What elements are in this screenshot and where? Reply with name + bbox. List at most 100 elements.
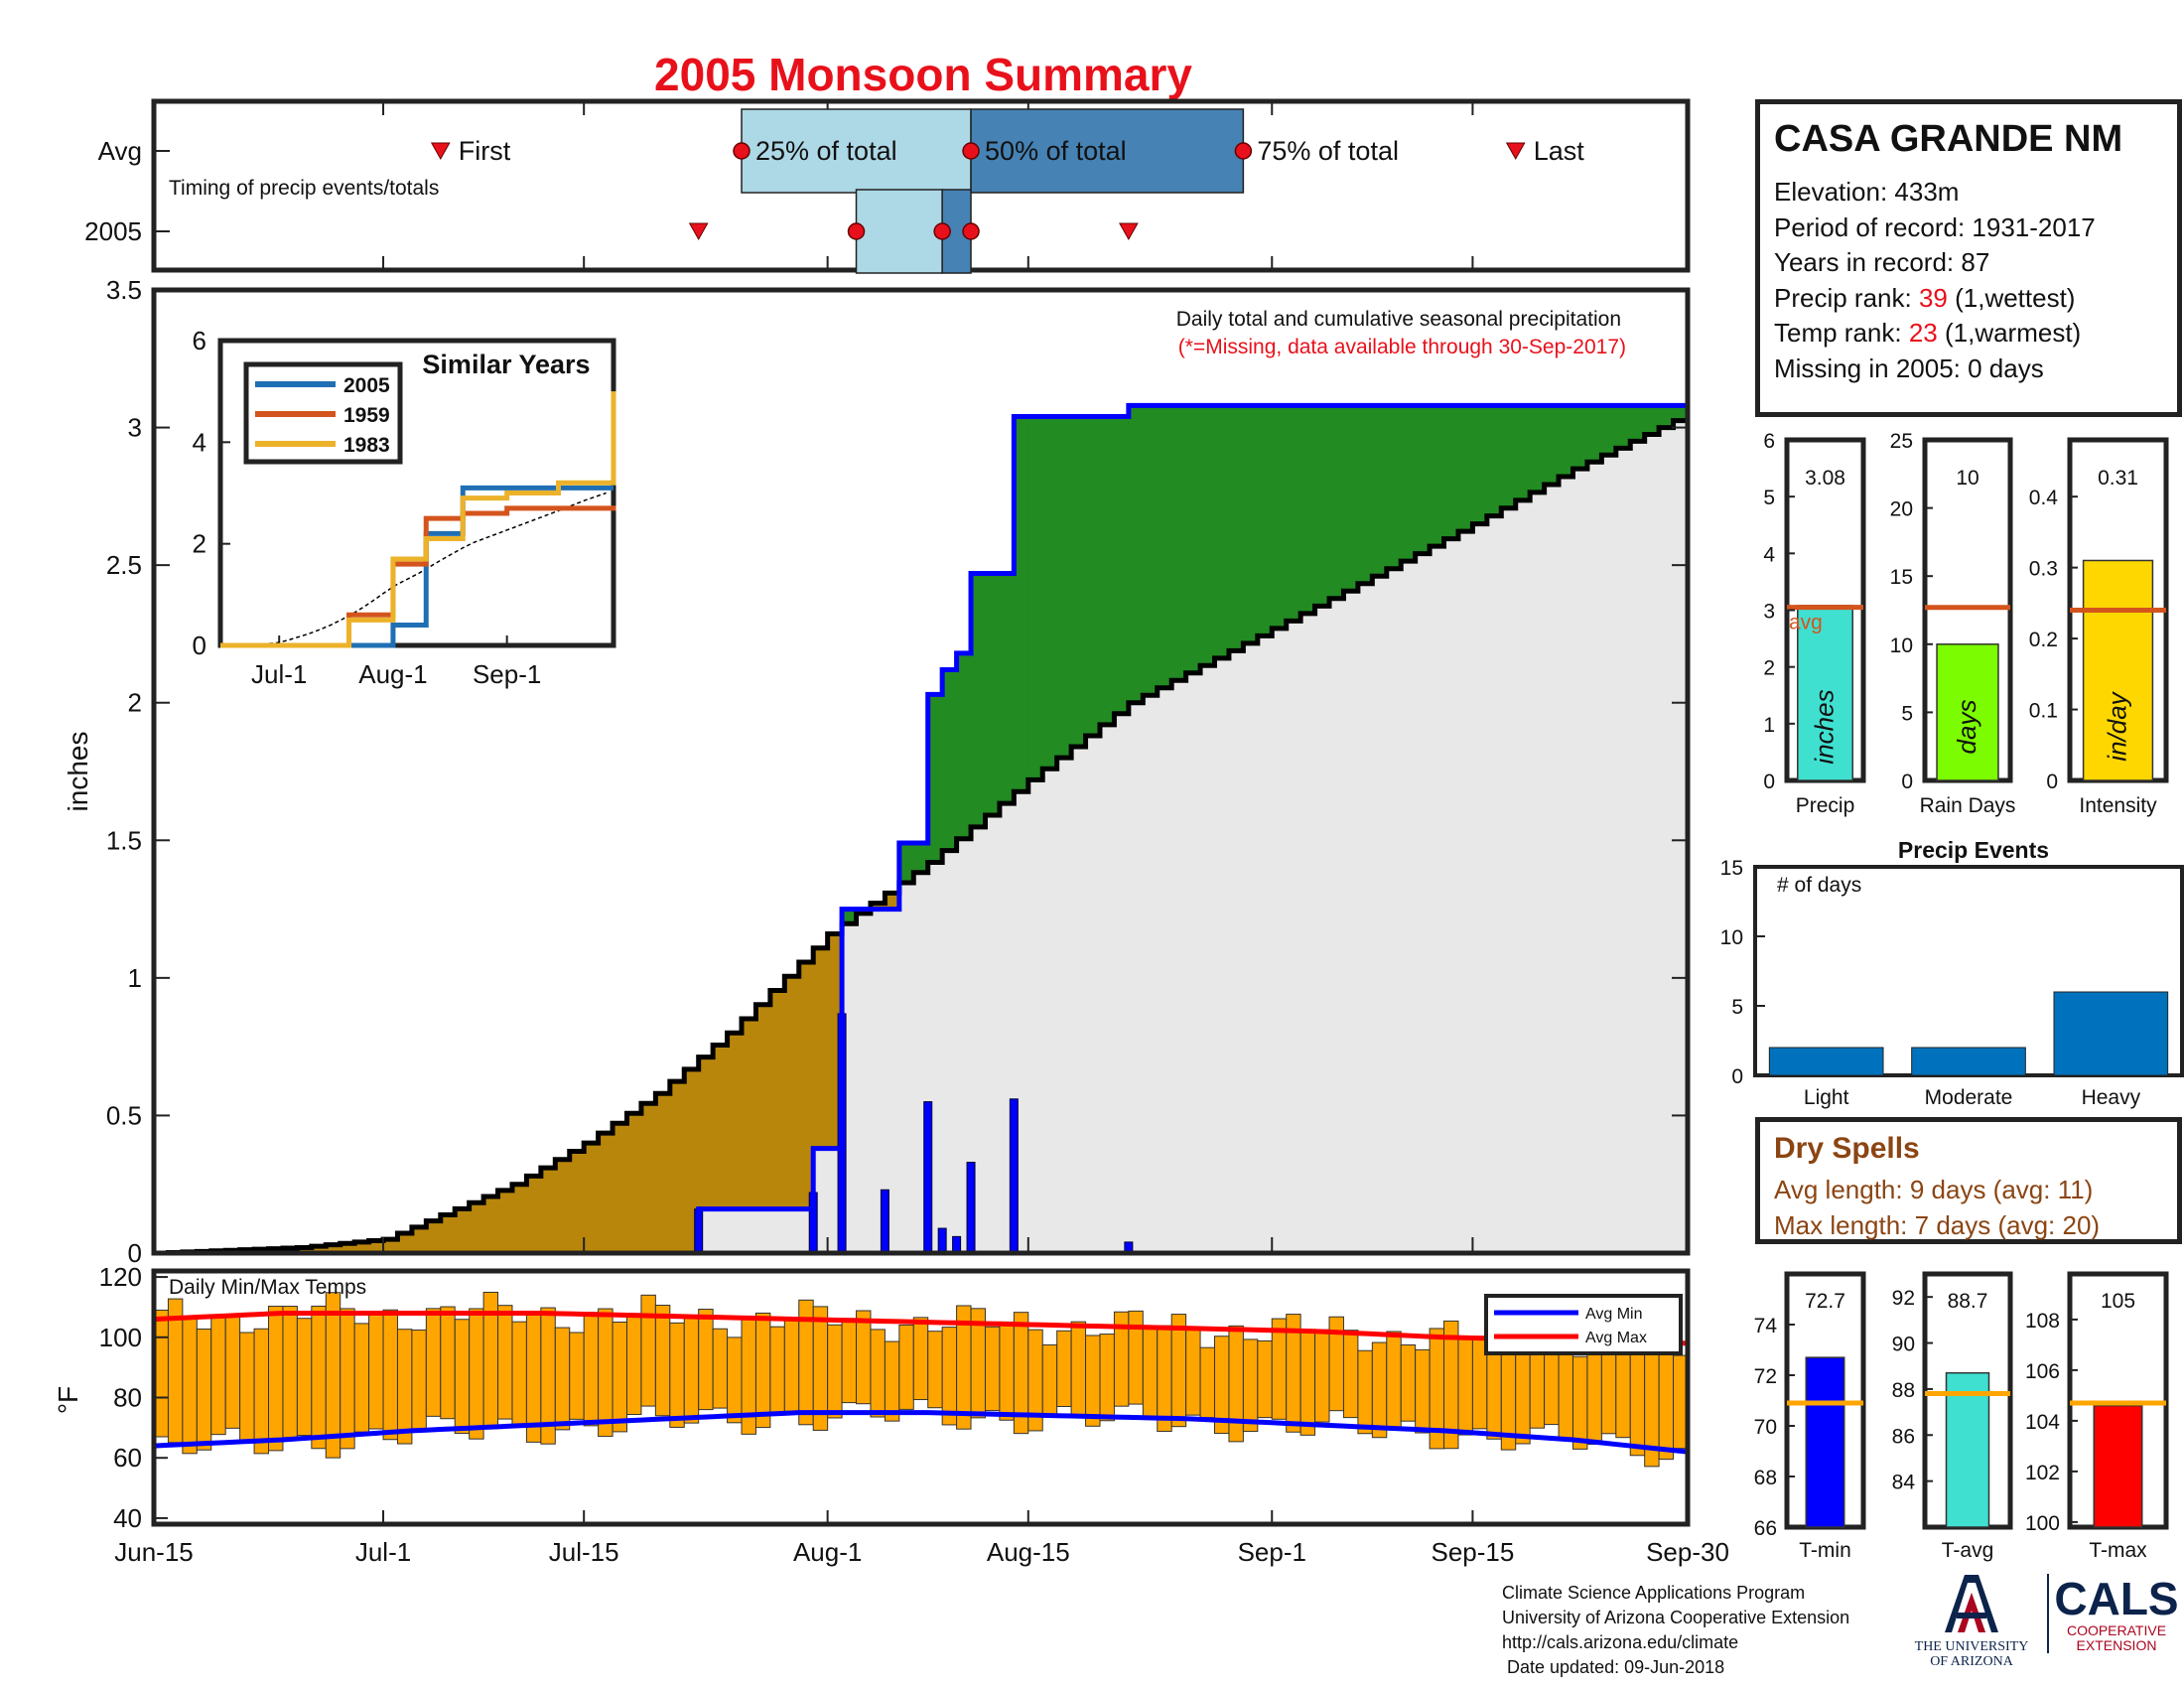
surplus-area-segment bbox=[1401, 405, 1417, 562]
temp-mini-value-label: 72.7 bbox=[1805, 1290, 1845, 1313]
inset-legend-label: 1959 bbox=[343, 404, 390, 427]
daily-temp-bar bbox=[625, 1313, 642, 1416]
daily-temp-bar bbox=[1629, 1340, 1646, 1457]
mini-ytick-label: 0.2 bbox=[2029, 629, 2058, 651]
timing-2005-75-marker bbox=[962, 222, 980, 240]
daily-temp-bar bbox=[1314, 1329, 1330, 1423]
daily-temp-bar bbox=[1085, 1335, 1101, 1427]
cals-subtitle: COOPERATIVE EXTENSION bbox=[2066, 1622, 2167, 1653]
station-elevation: Elevation: 433m bbox=[1774, 177, 1960, 207]
daily-temp-bar bbox=[296, 1318, 313, 1437]
deficit-area-segment bbox=[368, 1240, 384, 1253]
daily-temp-bar bbox=[1386, 1331, 1402, 1428]
surplus-area-segment bbox=[1014, 416, 1029, 792]
surplus-area-segment bbox=[1586, 405, 1602, 463]
mini-ytick-label: 10 bbox=[1890, 634, 1913, 657]
deficit-area-segment bbox=[742, 1019, 756, 1209]
surplus-area-segment bbox=[1314, 405, 1330, 607]
daily-precip-bar bbox=[1009, 1098, 1019, 1254]
surplus-area-segment bbox=[1099, 416, 1115, 725]
station-period: Period of record: 1931-2017 bbox=[1774, 211, 2096, 242]
daily-temp-bar bbox=[870, 1329, 886, 1418]
daily-temp-bar bbox=[253, 1328, 270, 1455]
temp-T-max-bar bbox=[2093, 1404, 2143, 1528]
mini-category-label: Intensity bbox=[2079, 794, 2157, 817]
temps-legend-frame bbox=[1484, 1294, 1683, 1355]
mini-category-label: Precip bbox=[1796, 794, 1855, 817]
temps-ytick-label: 100 bbox=[99, 1323, 142, 1352]
daily-temp-bar bbox=[1242, 1338, 1259, 1433]
surplus-area-segment bbox=[956, 652, 972, 839]
temp-mini-ytick-label: 100 bbox=[2025, 1512, 2060, 1535]
mini-ytick-label: 25 bbox=[1890, 430, 1913, 453]
daily-temp-bar bbox=[368, 1312, 384, 1430]
surplus-area-segment bbox=[1272, 405, 1288, 629]
date-xtick-label: Aug-1 bbox=[793, 1537, 862, 1567]
deficit-area-segment bbox=[655, 1093, 671, 1253]
mini-ytick-label: 0.1 bbox=[2029, 700, 2058, 723]
surplus-area-segment bbox=[1530, 405, 1546, 492]
timing-label-50: 50% of total bbox=[985, 136, 1127, 166]
timing-2005-first-marker bbox=[688, 222, 709, 241]
temp-mini-ytick-label: 84 bbox=[1892, 1472, 1916, 1494]
daily-temp-bar bbox=[612, 1321, 627, 1433]
inset-line-1983 bbox=[220, 391, 616, 648]
temp-mini-category-label: T-min bbox=[1799, 1539, 1851, 1562]
daily-temp-bar bbox=[497, 1305, 513, 1420]
inset-xtick-label: Aug-1 bbox=[358, 659, 427, 689]
date-xtick-label: Jun-15 bbox=[114, 1537, 194, 1567]
surplus-area-segment bbox=[1501, 405, 1517, 508]
temps-ytick-label: 40 bbox=[113, 1503, 142, 1533]
mini-unit-label: inches bbox=[1810, 689, 1840, 764]
temp-mini-ytick-label: 108 bbox=[2025, 1310, 2060, 1333]
temp-mini-ytick-label: 72 bbox=[1754, 1365, 1777, 1388]
daily-temp-bar bbox=[353, 1323, 370, 1433]
temps-ytick-label: 80 bbox=[113, 1383, 142, 1413]
temp-mini-ytick-label: 106 bbox=[2025, 1360, 2060, 1383]
surplus-area-segment bbox=[913, 843, 929, 873]
precip-events-ylabel: # of days bbox=[1777, 874, 1861, 897]
surplus-area-segment bbox=[942, 669, 958, 851]
surplus-area-segment bbox=[1143, 405, 1159, 696]
deficit-area-segment bbox=[584, 1143, 600, 1253]
legend-avg-min-label: Avg Min bbox=[1585, 1306, 1643, 1323]
surplus-area-segment bbox=[1644, 405, 1660, 435]
station-temp-rank: Temp rank: 23 (1,warmest) bbox=[1774, 318, 2082, 348]
precip-events-category-label: Light bbox=[1804, 1086, 1849, 1109]
daily-temp-bar bbox=[340, 1308, 355, 1450]
surplus-area-segment bbox=[1114, 416, 1130, 714]
mini-ytick-label: 3 bbox=[1763, 601, 1775, 624]
avg-min-temp-line bbox=[153, 1410, 1689, 1455]
mini-Rain Days-bar bbox=[1936, 643, 1999, 781]
daily-temp-bar bbox=[1157, 1325, 1172, 1433]
surplus-area-segment bbox=[1157, 405, 1172, 688]
temp-mini-ytick-label: 70 bbox=[1754, 1416, 1777, 1439]
temps-title: Daily Min/Max Temps bbox=[169, 1276, 366, 1299]
deficit-area-segment bbox=[669, 1081, 685, 1253]
timing-avg-75-marker bbox=[1234, 142, 1253, 160]
deficit-area-segment bbox=[626, 1113, 642, 1253]
timing-2005-50-marker bbox=[933, 222, 951, 240]
timing-avg-last-marker bbox=[1505, 142, 1526, 161]
daily-temp-bar bbox=[1357, 1349, 1373, 1435]
ua-name: THE UNIVERSITY OF ARIZONA bbox=[1914, 1639, 2029, 1669]
daily-temp-bar bbox=[1457, 1336, 1473, 1436]
mini-ytick-label: 4 bbox=[1763, 543, 1775, 566]
daily-precip-bar bbox=[880, 1189, 889, 1254]
deficit-area-segment bbox=[613, 1123, 627, 1253]
surplus-area-segment bbox=[1430, 405, 1445, 547]
daily-temp-bar bbox=[382, 1309, 398, 1441]
daily-temp-bar bbox=[669, 1322, 685, 1428]
inset-climatology-line bbox=[219, 492, 607, 646]
precip-events-ytick-label: 0 bbox=[1731, 1065, 1743, 1088]
daily-temp-bar bbox=[1342, 1330, 1359, 1419]
mini-ytick-label: 0.3 bbox=[2029, 558, 2058, 581]
inset-ytick-label: 2 bbox=[193, 529, 206, 559]
legend-avg-max-label: Avg Max bbox=[1585, 1330, 1647, 1346]
daily-temp-bar bbox=[454, 1319, 471, 1435]
daily-temp-bar bbox=[1185, 1329, 1201, 1416]
daily-temp-bar bbox=[984, 1326, 1001, 1412]
mini-ytick-label: 6 bbox=[1763, 430, 1775, 453]
precip-ytick-label: 0 bbox=[128, 1238, 142, 1268]
